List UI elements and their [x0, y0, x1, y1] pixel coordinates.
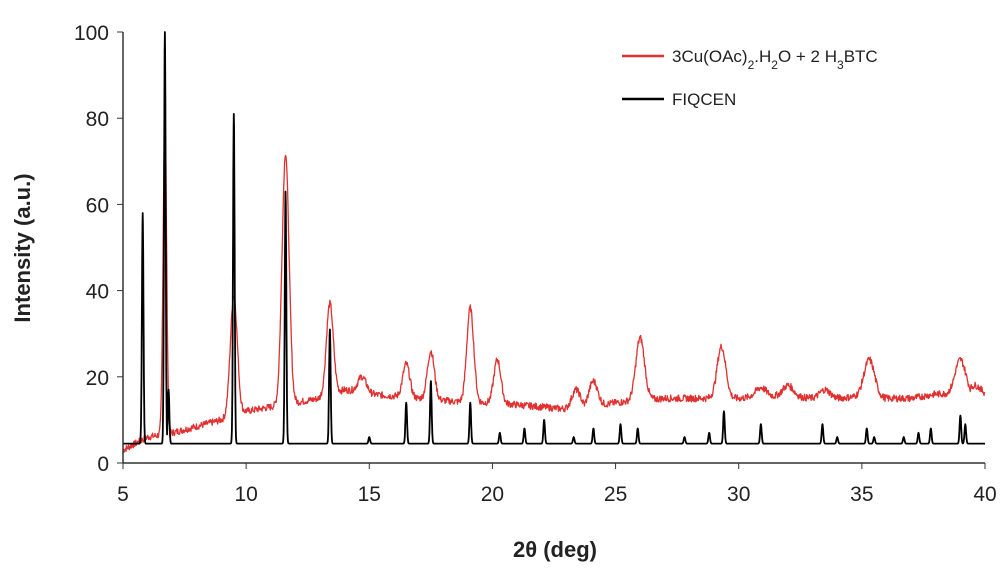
x-tick-label: 20	[481, 483, 504, 506]
x-tick-label: 40	[973, 483, 996, 506]
legend-label-part: 2	[771, 58, 778, 72]
legend-label-black: FIQCEN	[672, 90, 736, 109]
y-tick-label: 0	[97, 453, 109, 476]
legend: 3Cu(OAc)2.H2O + 2 H3BTC FIQCEN	[622, 47, 878, 109]
axes-layer	[122, 32, 985, 464]
y-tick-label: 20	[86, 367, 109, 390]
x-tick-label: 10	[234, 483, 257, 506]
series-line-red	[122, 118, 986, 453]
x-tick-label: 25	[604, 483, 627, 506]
series-line-black	[122, 31, 986, 445]
x-axis-title: 2θ (deg)	[513, 537, 597, 562]
x-tick-label: 15	[358, 483, 381, 506]
legend-label-part: .H	[754, 47, 771, 66]
legend-label-red: 3Cu(OAc)2.H2O + 2 H3BTC	[672, 47, 878, 72]
y-tick-label: 80	[86, 108, 109, 131]
legend-label-part: 3Cu(OAc)	[672, 47, 748, 66]
x-ticks: 5 10 15 20 25 30 35 40	[117, 463, 997, 506]
y-tick-label: 60	[86, 194, 109, 217]
legend-label-part: O + 2 H	[778, 47, 837, 66]
peak-point	[284, 151, 287, 154]
x-tick-label: 30	[727, 483, 750, 506]
legend-label-part: BTC	[844, 47, 878, 66]
y-tick-label: 100	[74, 22, 109, 45]
y-axis-title: Intensity (a.u.)	[10, 173, 35, 322]
legend-label-part: 3	[837, 58, 844, 72]
y-ticks: 0 20 40 60 80 100	[74, 22, 123, 476]
legend-label-part: 2	[748, 58, 755, 72]
x-tick-label: 5	[117, 483, 129, 506]
y-tick-label: 40	[86, 281, 109, 304]
x-tick-label: 35	[850, 483, 873, 506]
series-layer	[122, 31, 986, 453]
